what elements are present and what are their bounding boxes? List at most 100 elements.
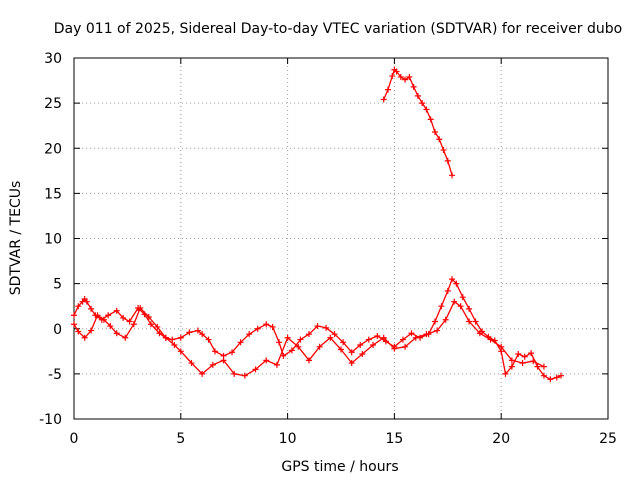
data-point (440, 147, 447, 154)
data-point (406, 73, 413, 80)
data-point (431, 318, 438, 325)
data-point (408, 330, 415, 337)
series-2 (71, 298, 547, 379)
data-point (177, 348, 184, 355)
data-point (71, 312, 77, 319)
data-point (88, 305, 95, 312)
data-point (137, 304, 144, 311)
data-point (263, 357, 270, 364)
data-point (466, 318, 473, 325)
data-point (540, 372, 547, 379)
data-point (427, 116, 434, 123)
data-point (374, 332, 381, 339)
data-point (231, 370, 238, 377)
data-point (384, 86, 391, 93)
data-point (348, 349, 355, 356)
data-point (410, 83, 417, 90)
data-point (229, 349, 236, 356)
data-point (449, 172, 456, 179)
y-tick-label: -10 (39, 412, 62, 428)
y-tick-label: 15 (44, 186, 62, 202)
data-point (305, 331, 312, 338)
data-point (327, 334, 334, 341)
data-point (438, 303, 445, 310)
data-point (365, 336, 372, 343)
data-point (145, 314, 152, 321)
data-point (449, 276, 456, 283)
data-point (199, 331, 206, 338)
data-point (209, 361, 216, 368)
data-point (120, 314, 127, 321)
data-point (284, 334, 291, 341)
data-point (211, 348, 218, 355)
data-point (162, 334, 169, 341)
data-point (83, 298, 90, 305)
data-point (188, 360, 195, 367)
data-point (540, 363, 547, 370)
data-point (451, 298, 458, 305)
data-point (434, 327, 441, 334)
data-point (273, 361, 280, 368)
data-point (380, 334, 387, 341)
data-point (122, 334, 129, 341)
data-point (288, 347, 295, 354)
series-line (73, 278, 562, 380)
data-point (199, 370, 206, 377)
data-point (88, 327, 95, 334)
data-point (81, 334, 88, 341)
data-point (71, 321, 77, 328)
data-point (237, 339, 244, 346)
series-3 (380, 66, 456, 179)
data-point (457, 303, 464, 310)
grid-lines (74, 58, 608, 419)
data-point (295, 343, 302, 350)
data-point (476, 330, 483, 337)
data-point (75, 328, 82, 335)
data-point (147, 321, 154, 328)
y-tick-label: 20 (44, 141, 62, 157)
y-tick-label: -5 (48, 367, 62, 383)
x-axis-label: GPS time / hours (281, 459, 398, 475)
x-tick-label: 15 (385, 431, 403, 447)
data-point (220, 357, 227, 364)
data-point (444, 287, 451, 294)
data-point (169, 336, 176, 343)
data-point (154, 323, 161, 330)
data-point (126, 318, 133, 325)
y-tick-label: 0 (53, 322, 62, 338)
data-point (269, 323, 276, 330)
data-point (113, 307, 120, 314)
data-point (453, 280, 460, 287)
data-point (113, 330, 120, 337)
data-point (508, 357, 515, 364)
data-series (71, 66, 565, 383)
data-point (466, 305, 473, 312)
data-point (436, 136, 443, 143)
data-point (459, 294, 466, 301)
x-tick-labels: 0 5 10 15 20 25 (70, 431, 617, 447)
data-point (402, 76, 409, 83)
data-point (177, 334, 184, 341)
data-point (528, 350, 535, 357)
x-tick-label: 20 (492, 431, 510, 447)
data-point (521, 353, 528, 360)
data-point (519, 360, 526, 367)
y-axis-label: SDTVAR / TECUs (8, 181, 24, 296)
x-tick-label: 10 (279, 431, 297, 447)
x-tick-label: 5 (176, 431, 185, 447)
x-tick-label: 0 (70, 431, 79, 447)
y-tick-labels: -10 -5 0 5 10 15 20 25 30 (39, 51, 62, 428)
data-point (547, 376, 554, 383)
data-point (402, 343, 409, 350)
data-point (331, 331, 338, 338)
x-tick-label: 25 (599, 431, 617, 447)
data-point (515, 351, 522, 358)
data-point (246, 331, 253, 338)
data-point (498, 343, 505, 350)
data-point (194, 327, 201, 334)
data-point (389, 73, 396, 80)
data-point (502, 370, 509, 377)
data-point (254, 325, 261, 332)
data-point (357, 341, 364, 348)
